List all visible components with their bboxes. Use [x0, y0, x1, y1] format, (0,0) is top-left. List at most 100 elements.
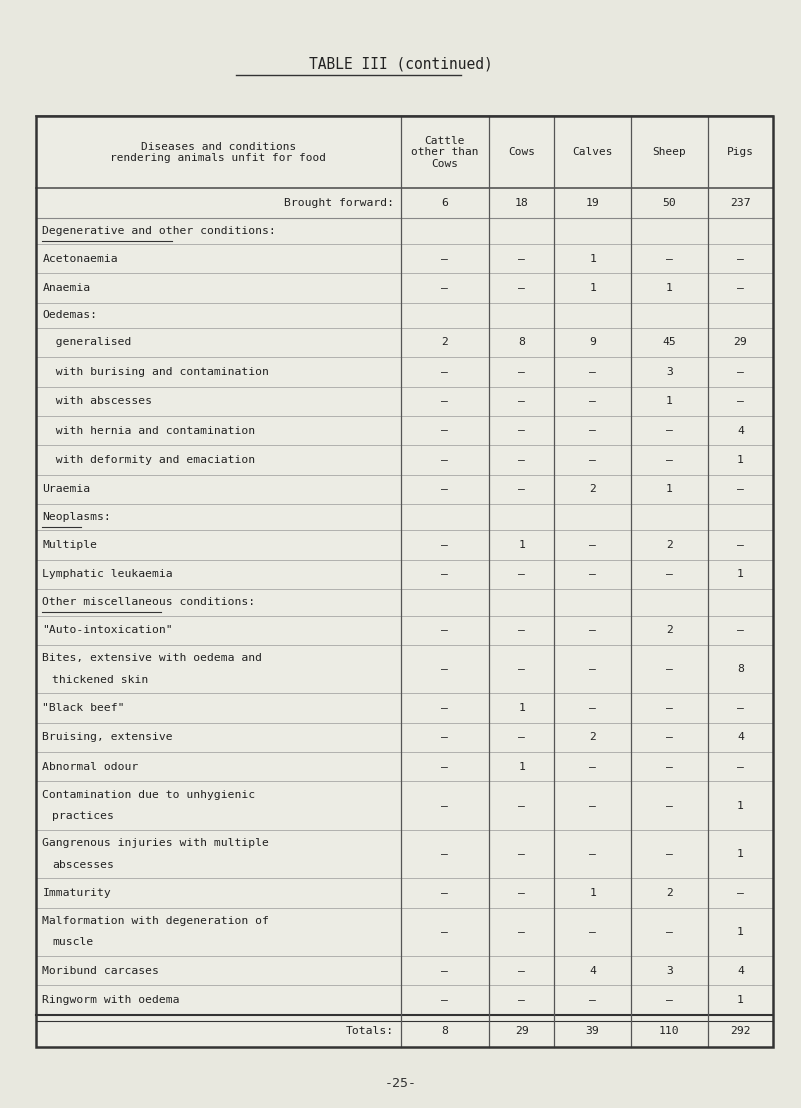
- Text: 4: 4: [737, 425, 744, 435]
- Text: —: —: [441, 664, 449, 674]
- Text: —: —: [590, 425, 596, 435]
- Text: —: —: [590, 455, 596, 465]
- Text: —: —: [666, 801, 673, 811]
- Text: —: —: [737, 367, 744, 377]
- Text: —: —: [518, 484, 525, 494]
- Text: —: —: [590, 849, 596, 859]
- Text: generalised: generalised: [42, 338, 132, 348]
- Text: 1: 1: [666, 284, 673, 294]
- Text: Moribund carcases: Moribund carcases: [42, 966, 159, 976]
- Text: 6: 6: [441, 198, 449, 208]
- Text: Anaemia: Anaemia: [42, 284, 91, 294]
- Text: —: —: [441, 888, 449, 897]
- Text: 1: 1: [666, 484, 673, 494]
- Text: —: —: [518, 995, 525, 1005]
- Text: —: —: [666, 455, 673, 465]
- Text: —: —: [441, 625, 449, 635]
- Text: 1: 1: [666, 397, 673, 407]
- Text: Abnormal odour: Abnormal odour: [42, 761, 139, 771]
- Text: —: —: [441, 926, 449, 937]
- Text: with hernia and contamination: with hernia and contamination: [42, 425, 256, 435]
- Text: —: —: [518, 849, 525, 859]
- Text: Lymphatic leukaemia: Lymphatic leukaemia: [42, 570, 173, 579]
- Text: Totals:: Totals:: [346, 1026, 394, 1036]
- Text: Other miscellaneous conditions:: Other miscellaneous conditions:: [42, 597, 256, 607]
- Text: —: —: [666, 926, 673, 937]
- Text: —: —: [441, 801, 449, 811]
- Bar: [36, 116, 773, 1047]
- Text: —: —: [441, 425, 449, 435]
- Text: —: —: [518, 801, 525, 811]
- Text: 2: 2: [590, 732, 596, 742]
- Text: —: —: [737, 540, 744, 550]
- Text: —: —: [590, 995, 596, 1005]
- Text: 1: 1: [737, 801, 744, 811]
- Text: —: —: [590, 801, 596, 811]
- Text: 1: 1: [737, 926, 744, 937]
- Text: Ringworm with oedema: Ringworm with oedema: [42, 995, 180, 1005]
- Text: —: —: [518, 254, 525, 264]
- Text: Sheep: Sheep: [653, 147, 686, 157]
- Text: —: —: [737, 625, 744, 635]
- Text: —: —: [737, 484, 744, 494]
- Text: Malformation with degeneration of: Malformation with degeneration of: [42, 916, 269, 926]
- Text: —: —: [590, 625, 596, 635]
- Text: —: —: [441, 702, 449, 712]
- Text: —: —: [518, 732, 525, 742]
- Text: 1: 1: [590, 888, 596, 897]
- Text: 1: 1: [590, 284, 596, 294]
- Text: 19: 19: [586, 198, 599, 208]
- Text: —: —: [518, 926, 525, 937]
- Text: muscle: muscle: [52, 937, 93, 947]
- Text: —: —: [441, 570, 449, 579]
- Text: 1: 1: [737, 455, 744, 465]
- Text: 9: 9: [590, 338, 596, 348]
- Text: —: —: [737, 397, 744, 407]
- Text: 237: 237: [730, 198, 751, 208]
- Text: with deformity and emaciation: with deformity and emaciation: [42, 455, 256, 465]
- Text: —: —: [666, 849, 673, 859]
- Text: Degenerative and other conditions:: Degenerative and other conditions:: [42, 226, 276, 236]
- Text: 1: 1: [590, 254, 596, 264]
- Text: —: —: [666, 995, 673, 1005]
- Text: 2: 2: [666, 625, 673, 635]
- Text: —: —: [441, 732, 449, 742]
- Text: —: —: [518, 664, 525, 674]
- Text: 39: 39: [586, 1026, 599, 1036]
- Text: Diseases and conditions
rendering animals unfit for food: Diseases and conditions rendering animal…: [111, 142, 326, 163]
- Bar: [36, 116, 773, 1047]
- Text: 2: 2: [441, 338, 449, 348]
- Text: Contamination due to unhygienic: Contamination due to unhygienic: [42, 790, 256, 800]
- Text: Uraemia: Uraemia: [42, 484, 91, 494]
- Text: 2: 2: [666, 540, 673, 550]
- Text: 45: 45: [662, 338, 676, 348]
- Text: —: —: [590, 702, 596, 712]
- Text: —: —: [666, 732, 673, 742]
- Text: —: —: [441, 367, 449, 377]
- Text: —: —: [590, 761, 596, 771]
- Text: 2: 2: [666, 888, 673, 897]
- Text: —: —: [518, 888, 525, 897]
- Text: "Black beef": "Black beef": [42, 702, 125, 712]
- Text: 1: 1: [737, 849, 744, 859]
- Text: —: —: [666, 425, 673, 435]
- Text: Oedemas:: Oedemas:: [42, 310, 98, 320]
- Text: Immaturity: Immaturity: [42, 888, 111, 897]
- Text: 29: 29: [515, 1026, 529, 1036]
- Text: 8: 8: [737, 664, 744, 674]
- Text: 18: 18: [515, 198, 529, 208]
- Text: —: —: [441, 484, 449, 494]
- Text: Calves: Calves: [573, 147, 613, 157]
- Text: 1: 1: [518, 702, 525, 712]
- Text: with burising and contamination: with burising and contamination: [42, 367, 269, 377]
- Text: —: —: [737, 254, 744, 264]
- Text: —: —: [666, 761, 673, 771]
- Text: TABLE III (continued): TABLE III (continued): [308, 57, 493, 72]
- Text: Acetonaemia: Acetonaemia: [42, 254, 118, 264]
- Text: 4: 4: [737, 966, 744, 976]
- Text: —: —: [441, 397, 449, 407]
- Text: 3: 3: [666, 367, 673, 377]
- Text: practices: practices: [52, 811, 114, 821]
- Text: —: —: [590, 367, 596, 377]
- Text: —: —: [666, 254, 673, 264]
